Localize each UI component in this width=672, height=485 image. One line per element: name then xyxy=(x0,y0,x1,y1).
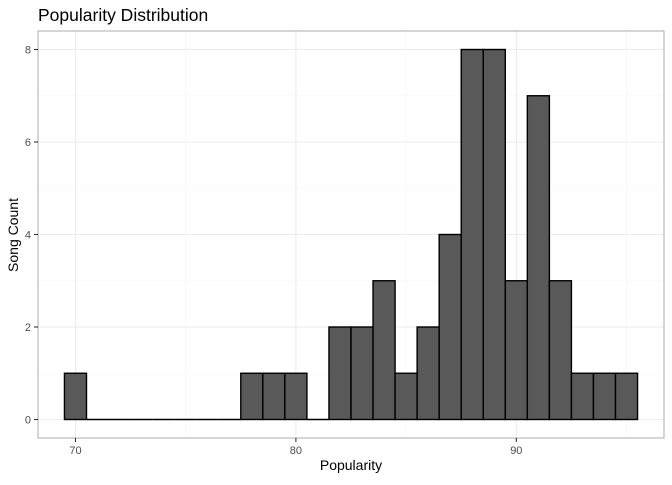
bar-layer xyxy=(63,48,639,421)
histogram-bar xyxy=(372,280,396,421)
histogram-bar xyxy=(328,326,352,421)
y-tick-label: 4 xyxy=(25,230,31,242)
histogram-bar xyxy=(394,372,418,421)
x-tick-label: 70 xyxy=(69,445,81,457)
histogram-bar xyxy=(482,48,506,421)
x-axis-title: Popularity xyxy=(320,457,382,473)
histogram-bar xyxy=(262,372,286,421)
histogram-bar xyxy=(63,372,88,421)
histogram-bar xyxy=(614,372,639,421)
histogram-bar xyxy=(526,95,551,421)
x-tick-label: 90 xyxy=(510,445,522,457)
histogram-bar xyxy=(416,326,440,421)
y-tick-label: 8 xyxy=(25,45,31,57)
histogram-bar xyxy=(284,372,308,421)
tick-layer: 70 80 90 0 2 4 6 8 xyxy=(25,45,523,458)
histogram-bar xyxy=(592,372,617,421)
histogram-bar xyxy=(240,372,264,421)
histogram-bar xyxy=(548,280,573,421)
x-tick-label: 80 xyxy=(290,445,302,457)
y-tick-label: 2 xyxy=(25,322,31,334)
y-axis-title: Song Count xyxy=(5,198,21,272)
y-tick-label: 6 xyxy=(25,137,31,149)
histogram-bar xyxy=(350,326,374,421)
histogram-bar xyxy=(438,233,462,421)
histogram-bar xyxy=(504,280,529,421)
histogram-bar xyxy=(570,372,595,421)
chart-title: Popularity Distribution xyxy=(38,5,208,25)
y-tick-label: 0 xyxy=(25,415,31,427)
histogram-bar xyxy=(460,48,484,421)
